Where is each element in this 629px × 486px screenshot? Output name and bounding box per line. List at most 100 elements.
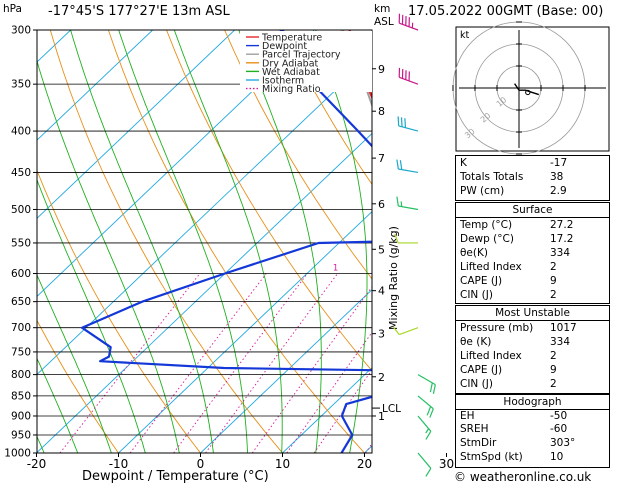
plot-area: 12346810152025: [37, 30, 629, 453]
mu-row-thetae: θe (K) 334: [460, 336, 571, 348]
height-tick-label: 7: [378, 152, 385, 165]
mixing-ratio-line: [59, 273, 201, 453]
wind-barb: [396, 196, 419, 211]
isotherm-line: [611, 30, 629, 453]
dry-adiabat-line: [107, 30, 366, 453]
temp-tick-label: -20: [27, 457, 47, 471]
height-tick-label: 4: [378, 285, 385, 298]
legend-label: Mixing Ratio: [262, 84, 321, 95]
pressure-tick-label: 650: [11, 296, 31, 308]
pressure-tick-label: 950: [11, 429, 31, 441]
title-datetime: 17.05.2022 00GMT (Base: 00): [408, 4, 604, 19]
hodo-row-sreh: SREH -60: [460, 423, 568, 435]
isotherm-line: [37, 30, 153, 141]
surface-row-temp: Temp (°C) 27.2: [460, 219, 574, 231]
height-tick-label: 5: [378, 243, 385, 256]
isotherm-line: [37, 132, 372, 453]
dry-adiabat-line: [224, 30, 372, 280]
pressure-tick-label: 600: [11, 268, 31, 280]
hodograph-box: [455, 26, 610, 152]
hodograph-trace: [514, 83, 540, 96]
height-tick-label: 8: [378, 105, 385, 118]
isotherm-line: [37, 30, 235, 219]
mu-row-li: Lifted Index 2: [460, 350, 557, 362]
legend-label: Dewpoint: [262, 41, 307, 52]
title-location: -17°45'S 177°27'E 13m ASL: [48, 4, 230, 19]
wet-adiabat-line: [37, 178, 146, 453]
hodograph-params-title: Hodograph: [503, 396, 562, 408]
hodograph-params-panel: Hodograph EH -50 SREH -60 StmDir 303° StmSp…: [455, 394, 610, 468]
height-tick-label: 1: [378, 410, 385, 423]
wet-adiabat-line: [173, 30, 283, 453]
wind-barb: [392, 326, 419, 336]
pressure-tick-label: 900: [11, 410, 31, 422]
dry-adiabat-line: [49, 30, 284, 453]
surface-panel: Surface Temp (°C) 27.2 Dewp (°C) 17.2 θe(K…: [455, 202, 610, 304]
surface-title: Surface: [512, 204, 553, 216]
height-tick-label: 9: [378, 63, 385, 76]
index-row-k: K -17: [460, 157, 568, 169]
legend-label: Parcel Trajectory: [262, 50, 341, 61]
mu-row-cin: CIN (J) 2: [460, 378, 557, 390]
isotherm-line: [37, 54, 372, 376]
temp-tick-label: 0: [197, 457, 205, 471]
mixing-ratio-label: 1: [333, 264, 338, 274]
mu-row-pressure: Pressure (mb) 1017: [460, 322, 577, 334]
x-axis-title: Dewpoint / Temperature (°C): [82, 469, 269, 484]
surface-row-thetae: θe(K) 334: [460, 247, 571, 259]
storm-motion-marker: [525, 89, 531, 96]
mixing-ratio-label: 2: [407, 264, 412, 274]
hodo-row-eh: EH -50: [460, 410, 568, 422]
temp-tick-label: 20: [357, 457, 372, 471]
lcl-label: LCL: [382, 403, 401, 415]
height-tick-label: 3: [378, 328, 385, 341]
km-label: km: [374, 3, 391, 15]
wind-barb: [398, 67, 419, 85]
wind-barb: [417, 374, 436, 395]
wet-adiabat-line: [37, 435, 45, 453]
mu-row-cape: CAPE (J) 9: [460, 364, 557, 376]
wind-barb: [396, 159, 419, 174]
wind-barb: [417, 415, 432, 440]
pressure-tick-label: 450: [11, 167, 31, 179]
hodograph-unit-label: kt: [460, 30, 470, 41]
pressure-tick-label: 550: [11, 237, 31, 249]
dewpoint-line: [80, 30, 372, 453]
pressure-tick-label: 800: [11, 369, 31, 381]
pressure-tick-label: 400: [11, 126, 31, 138]
wind-barb: [394, 233, 418, 244]
surface-row-cin: CIN (J) 2: [460, 289, 557, 301]
most-unstable-panel: Most Unstable Pressure (mb) 1017 θe (K) 33…: [455, 305, 610, 394]
pressure-tick-label: 300: [11, 25, 31, 37]
temp-tick-label: 30: [439, 457, 454, 471]
surface-row-li: Lifted Index 2: [460, 261, 557, 273]
dry-adiabat-line: [37, 319, 120, 453]
wet-adiabat-line: [312, 30, 368, 453]
legend-label: Wet Adiabat: [262, 67, 320, 78]
wind-barb: [397, 116, 419, 132]
height-tick-label: 2: [378, 371, 385, 384]
hodo-row-stmspd: StmSpd (kt) 10: [460, 451, 564, 463]
pressure-tick-label: 750: [11, 346, 31, 358]
asl-label: ASL: [374, 16, 394, 28]
isotherm-line: [282, 367, 372, 453]
legend-label: Isotherm: [262, 76, 304, 87]
pressure-tick-label: 850: [11, 390, 31, 402]
plot-frame: [36, 29, 373, 454]
pressure-tick-label: 700: [11, 322, 31, 334]
wet-adiabat-line: [37, 357, 79, 453]
mixing-ratio-line: [173, 273, 308, 453]
dry-adiabat-line: [282, 30, 372, 185]
legend-label: Dry Adiabat: [262, 58, 319, 69]
dry-adiabat-line: [37, 452, 38, 453]
surface-row-cape: CAPE (J) 9: [460, 275, 557, 287]
height-tick-label: 6: [378, 198, 385, 211]
legend-label: Temperature: [261, 33, 322, 44]
legend-box: [240, 31, 372, 92]
wind-barb: [417, 452, 432, 477]
indices-panel: K -17 Totals Totals 38 PW (cm) 2.9: [455, 155, 610, 201]
wet-adiabat-line: [70, 30, 214, 453]
wet-adiabat-line: [37, 59, 180, 453]
